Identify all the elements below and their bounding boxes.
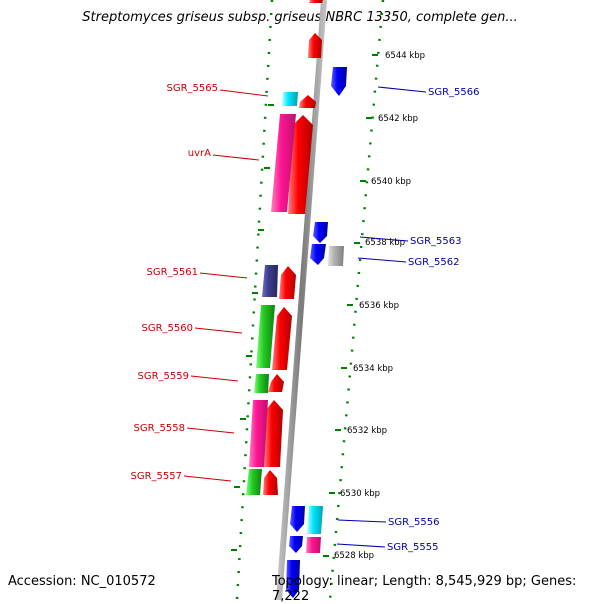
label-leader bbox=[194, 327, 243, 334]
label-leader bbox=[183, 475, 232, 482]
gene-arrow bbox=[286, 560, 300, 598]
scale-labels: 6544 kbp 6542 kbp 6540 kbp 6538 kbp 6536… bbox=[334, 51, 425, 561]
label-leader bbox=[357, 257, 407, 263]
scale-label-6538: 6538 kbp bbox=[365, 238, 405, 248]
right-gene-labels: SGR_5566 SGR_5563 SGR_5562 SGR_5556 SGR_… bbox=[336, 86, 480, 553]
gene-box-cyan bbox=[282, 92, 298, 106]
gene-arrow bbox=[308, 33, 322, 58]
gene-arrow bbox=[272, 307, 292, 370]
gene-label-SGR_5555: SGR_5555 bbox=[387, 542, 439, 553]
gene-arrow bbox=[268, 374, 284, 392]
gene-arrow bbox=[289, 536, 303, 553]
gene-arrow bbox=[299, 95, 316, 108]
gene-box-green bbox=[256, 305, 275, 368]
label-leader bbox=[337, 519, 387, 523]
gene-label-SGR_5561: SGR_5561 bbox=[147, 267, 199, 278]
gene-label-SGR_5565: SGR_5565 bbox=[167, 83, 219, 94]
label-leader bbox=[190, 375, 239, 382]
gene-box-gray bbox=[328, 246, 344, 266]
forward-strand-genes bbox=[263, 0, 323, 495]
scale-label-6528: 6528 kbp bbox=[334, 551, 374, 561]
scale-ticks bbox=[231, 54, 378, 557]
gene-arrow bbox=[313, 222, 328, 243]
label-leader bbox=[359, 236, 409, 242]
label-leader bbox=[212, 154, 260, 161]
scale-label-6530: 6530 kbp bbox=[340, 489, 380, 499]
gene-arrow bbox=[310, 244, 326, 265]
map-title: Streptomyces griseus subsp. griseus NBRC… bbox=[82, 10, 518, 25]
gene-label-SGR_5563: SGR_5563 bbox=[410, 236, 462, 247]
scale-label-6534: 6534 kbp bbox=[353, 364, 393, 374]
gene-arrow bbox=[263, 470, 278, 495]
forward-colored-genes bbox=[246, 92, 321, 553]
ruler-left-outer bbox=[235, 0, 274, 600]
scale-label-6532: 6532 kbp bbox=[347, 426, 387, 436]
gene-arrow bbox=[288, 115, 313, 214]
gene-label-SGR_5562: SGR_5562 bbox=[408, 257, 460, 268]
label-leader bbox=[377, 86, 427, 93]
chromosome-axis bbox=[276, 0, 327, 600]
label-leader bbox=[186, 427, 235, 434]
gene-arrow bbox=[309, 0, 323, 3]
gene-box-purple bbox=[262, 265, 278, 297]
gene-box-green bbox=[254, 374, 269, 393]
gene-arrow bbox=[331, 67, 347, 96]
gene-box-magenta bbox=[249, 400, 268, 467]
gene-box-cyan bbox=[307, 506, 323, 534]
accession-text: Accession: NC_010572 bbox=[8, 574, 156, 589]
gene-box-magenta bbox=[271, 114, 296, 212]
gene-box-green bbox=[246, 469, 262, 495]
label-leader bbox=[336, 543, 386, 548]
gene-arrow bbox=[279, 266, 296, 299]
scale-label-6544: 6544 kbp bbox=[385, 51, 425, 61]
gene-box-magenta bbox=[306, 537, 321, 553]
reverse-strand-genes bbox=[286, 67, 347, 598]
label-leader bbox=[219, 89, 269, 97]
scale-label-6536: 6536 kbp bbox=[359, 301, 399, 311]
gene-label-SGR_5560: SGR_5560 bbox=[142, 323, 194, 334]
gene-arrow bbox=[290, 506, 305, 532]
scale-label-6542: 6542 kbp bbox=[378, 114, 418, 124]
gene-label-SGR_5557: SGR_5557 bbox=[131, 471, 183, 482]
gene-label-SGR_5559: SGR_5559 bbox=[138, 371, 190, 382]
gene-label-SGR_5566: SGR_5566 bbox=[428, 87, 480, 98]
label-leader bbox=[199, 272, 248, 279]
gene-label-uvrA: uvrA bbox=[188, 148, 211, 159]
left-gene-labels: SGR_5565 uvrA SGR_5561 SGR_5560 SGR_5559… bbox=[131, 83, 269, 482]
gene-label-SGR_5556: SGR_5556 bbox=[388, 517, 440, 528]
scale-label-6540: 6540 kbp bbox=[371, 177, 411, 187]
gene-label-SGR_5558: SGR_5558 bbox=[134, 423, 186, 434]
gene-arrow bbox=[264, 400, 283, 467]
